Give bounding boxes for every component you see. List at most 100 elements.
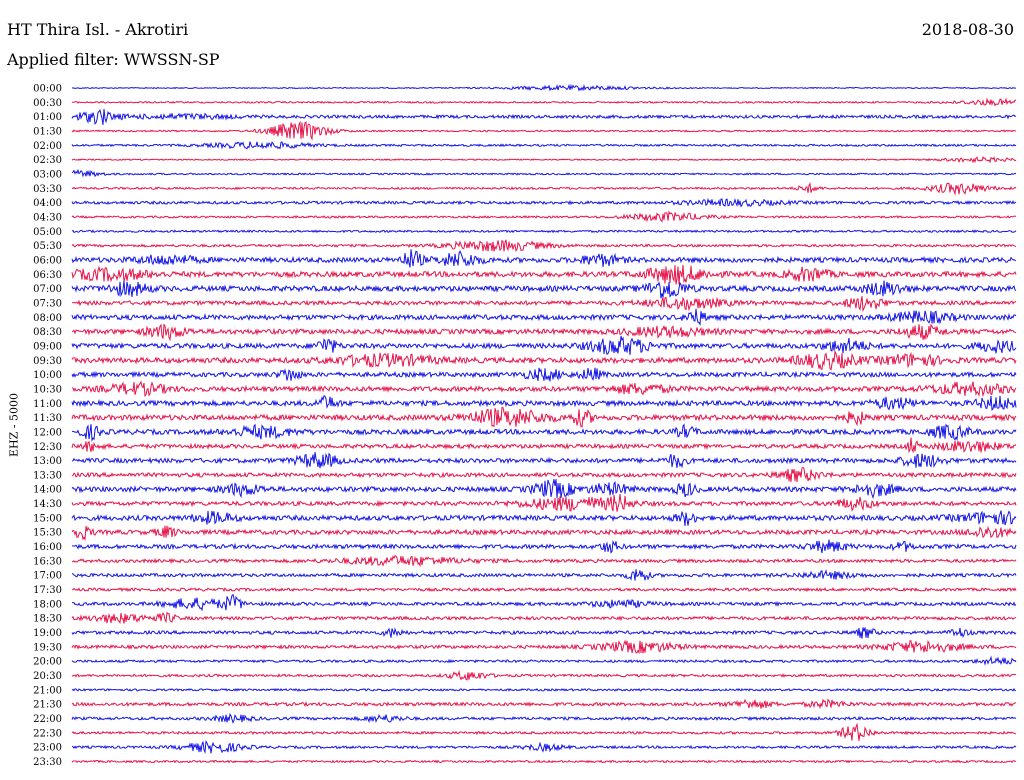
trace-line	[71, 210, 1017, 223]
time-tick-label: 04:30	[33, 212, 62, 223]
time-tick-label: 03:00	[33, 169, 62, 180]
time-tick-label: 12:00	[33, 427, 62, 438]
trace-line	[71, 655, 1017, 666]
time-tick-label: 09:00	[33, 341, 62, 352]
time-tick-label: 20:00	[33, 657, 62, 668]
trace-line	[71, 611, 1017, 624]
trace-line	[71, 452, 1017, 469]
time-tick-label: 02:30	[33, 155, 62, 166]
time-tick-label: 03:30	[33, 184, 62, 195]
time-tick-label: 14:00	[33, 485, 62, 496]
trace-line	[71, 108, 1017, 125]
trace-line	[71, 687, 1017, 692]
time-tick-label: 02:00	[33, 141, 62, 152]
time-tick-label: 12:30	[33, 442, 62, 453]
time-tick-label: 22:00	[33, 714, 62, 725]
time-tick-label: 13:00	[33, 456, 62, 467]
time-tick-label: 23:30	[33, 757, 62, 768]
time-tick-label: 07:00	[33, 284, 62, 295]
time-tick-label: 18:30	[33, 614, 62, 625]
time-tick-label: 15:30	[33, 528, 62, 539]
trace-line	[71, 296, 1017, 313]
trace-line	[71, 722, 1017, 741]
trace-line	[71, 380, 1017, 398]
time-tick-label: 11:00	[33, 399, 62, 410]
trace-line	[71, 539, 1017, 554]
trace-line	[71, 639, 1017, 655]
trace-line	[71, 367, 1017, 382]
trace-line	[71, 280, 1017, 299]
trace-line	[71, 182, 1017, 196]
date-label: 2018-08-30	[921, 20, 1014, 39]
trace-line	[71, 229, 1017, 234]
trace-line	[71, 264, 1017, 285]
time-tick-label: 01:30	[33, 126, 62, 137]
time-tick-label: 16:00	[33, 542, 62, 553]
trace-line	[71, 168, 1017, 178]
trace-line	[71, 494, 1017, 512]
time-tick-label: 06:30	[33, 270, 62, 281]
trace-line	[71, 525, 1017, 542]
trace-line	[71, 395, 1017, 412]
time-tick-label: 13:30	[33, 470, 62, 481]
trace-line	[71, 739, 1017, 755]
time-tick-label: 05:00	[33, 227, 62, 238]
trace-line	[71, 466, 1017, 483]
time-tick-label: 00:30	[33, 98, 62, 109]
time-tick-label: 16:30	[33, 556, 62, 567]
time-tick-label: 18:00	[33, 599, 62, 610]
time-tick-label: 20:30	[33, 671, 62, 682]
trace-line	[71, 713, 1017, 724]
trace-line	[71, 669, 1017, 681]
time-tick-label: 21:30	[33, 700, 62, 711]
station-title: HT Thira Isl. - Akrotiri	[7, 20, 189, 39]
time-tick-label: 21:00	[33, 685, 62, 696]
time-tick-label: 17:30	[33, 585, 62, 596]
time-tick-label: 00:00	[33, 84, 62, 95]
time-tick-label: 23:00	[33, 743, 62, 754]
time-tick-label: 08:00	[33, 313, 62, 324]
time-tick-label: 09:30	[33, 356, 62, 367]
trace-line	[71, 335, 1017, 356]
time-tick-label: 14:30	[33, 499, 62, 510]
trace-line	[71, 554, 1017, 568]
time-tick-label: 19:30	[33, 642, 62, 653]
trace-line	[71, 698, 1017, 710]
trace-line	[71, 586, 1017, 593]
time-tick-label: 15:00	[33, 513, 62, 524]
time-tick-label: 10:30	[33, 384, 62, 395]
trace-line	[71, 479, 1017, 500]
trace-line	[71, 197, 1017, 208]
time-tick-label: 10:00	[33, 370, 62, 381]
time-tick-label: 01:00	[33, 112, 62, 123]
trace-line	[71, 308, 1017, 326]
filter-label: Applied filter: WWSSN-SP	[7, 50, 220, 69]
trace-line	[71, 406, 1017, 428]
trace-line	[71, 156, 1017, 164]
time-tick-label: 04:00	[33, 198, 62, 209]
time-tick-label: 11:30	[33, 413, 62, 424]
trace-line	[71, 141, 1017, 150]
trace-line	[71, 239, 1017, 253]
trace-line	[71, 569, 1017, 581]
time-tick-label: 07:30	[33, 298, 62, 309]
trace-line	[71, 593, 1017, 612]
trace-line	[71, 323, 1017, 342]
trace-line	[71, 510, 1017, 526]
time-tick-label: 19:00	[33, 628, 62, 639]
time-tick-label: 06:00	[33, 255, 62, 266]
time-tick-label: 22:30	[33, 728, 62, 739]
trace-line	[71, 120, 1017, 141]
trace-line	[71, 97, 1017, 107]
trace-line	[71, 759, 1017, 764]
time-tick-label: 17:00	[33, 571, 62, 582]
time-tick-label: 05:30	[33, 241, 62, 252]
trace-line	[71, 83, 1017, 92]
trace-line	[71, 249, 1017, 268]
time-tick-label: 08:30	[33, 327, 62, 338]
trace-line	[71, 423, 1017, 442]
trace-line	[71, 627, 1017, 639]
trace-line	[71, 349, 1017, 371]
trace-line	[71, 437, 1017, 454]
